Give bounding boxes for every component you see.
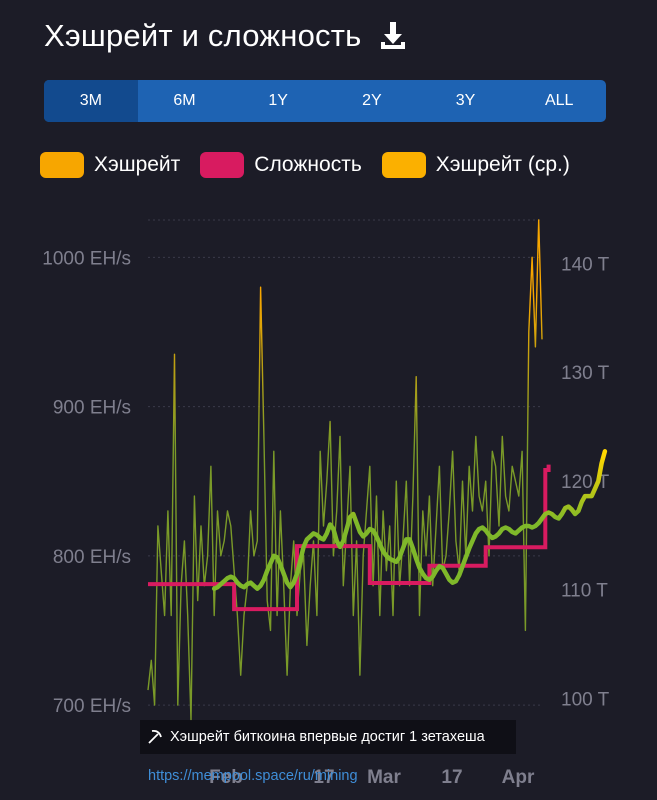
legend-swatch-hashrate-avg [381, 152, 426, 178]
grid [148, 219, 542, 706]
y-axis-right: 100 T 110 T 120 T 130 T 140 T [561, 254, 610, 710]
tab-6m[interactable]: 6M [173, 92, 196, 109]
legend-item-hashrate[interactable]: Хэшрейт [40, 152, 180, 178]
series-line-hashrate-avg [211, 449, 608, 591]
y-tick-right-2: 120 T [561, 472, 610, 493]
x-tick-2: Mar [367, 767, 401, 788]
series-line-hashrate [147, 219, 543, 721]
legend-swatch-hashrate [40, 152, 84, 178]
y-axis-left: 700 EH/s 800 EH/s 900 EH/s 1000 EH/s [42, 248, 131, 717]
x-tick-4: Apr [502, 767, 535, 788]
y-tick-right-1: 110 T [561, 581, 608, 602]
legend-label-difficulty: Сложность [254, 153, 362, 176]
tab-3m[interactable]: 3M [44, 80, 138, 122]
x-axis: Feb 17 Mar 17 Apr [209, 767, 535, 788]
y-tick-right-0: 100 T [561, 689, 610, 710]
x-tick-0: Feb [209, 767, 243, 788]
y-tick-right-4: 140 T [561, 254, 610, 275]
y-tick-left-3: 1000 EH/s [42, 248, 131, 269]
series [147, 219, 608, 721]
x-tick-3: 17 [441, 767, 462, 788]
pickaxe-icon [148, 729, 162, 744]
y-tick-left-0: 700 EH/s [53, 696, 131, 717]
header: Хэшрейт и сложность [44, 18, 407, 54]
source-link[interactable]: https://mempool.space/ru/mining [148, 768, 358, 784]
legend-label-hashrate-avg: Хэшрейт (ср.) [435, 153, 570, 176]
legend-label-hashrate: Хэшрейт [94, 153, 181, 176]
legend: Хэшрейт Сложность Хэшрейт (ср.) [40, 152, 590, 178]
legend-item-difficulty[interactable]: Сложность [200, 152, 362, 178]
range-tabs: 3M 6M 1Y 2Y 3Y ALL [44, 80, 606, 122]
y-tick-right-3: 130 T [561, 363, 610, 384]
tab-1y[interactable]: 1Y [268, 92, 288, 109]
legend-swatch-difficulty [200, 152, 245, 178]
x-tick-1: 17 [313, 767, 334, 788]
tab-3y[interactable]: 3Y [455, 92, 476, 109]
caption-text: Хэшрейт биткоина впервые достиг 1 зетахе… [170, 729, 485, 745]
video-caption: Хэшрейт биткоина впервые достиг 1 зетахе… [140, 720, 516, 754]
tab-2y[interactable]: 2Y [362, 92, 382, 109]
y-tick-left-2: 900 EH/s [53, 398, 131, 419]
download-icon[interactable] [379, 20, 407, 52]
y-tick-left-1: 800 EH/s [53, 547, 131, 568]
tab-all[interactable]: ALL [544, 92, 574, 109]
page-title: Хэшрейт и сложность [44, 18, 362, 53]
legend-item-hashrate-avg[interactable]: Хэшрейт (ср.) [381, 152, 570, 178]
